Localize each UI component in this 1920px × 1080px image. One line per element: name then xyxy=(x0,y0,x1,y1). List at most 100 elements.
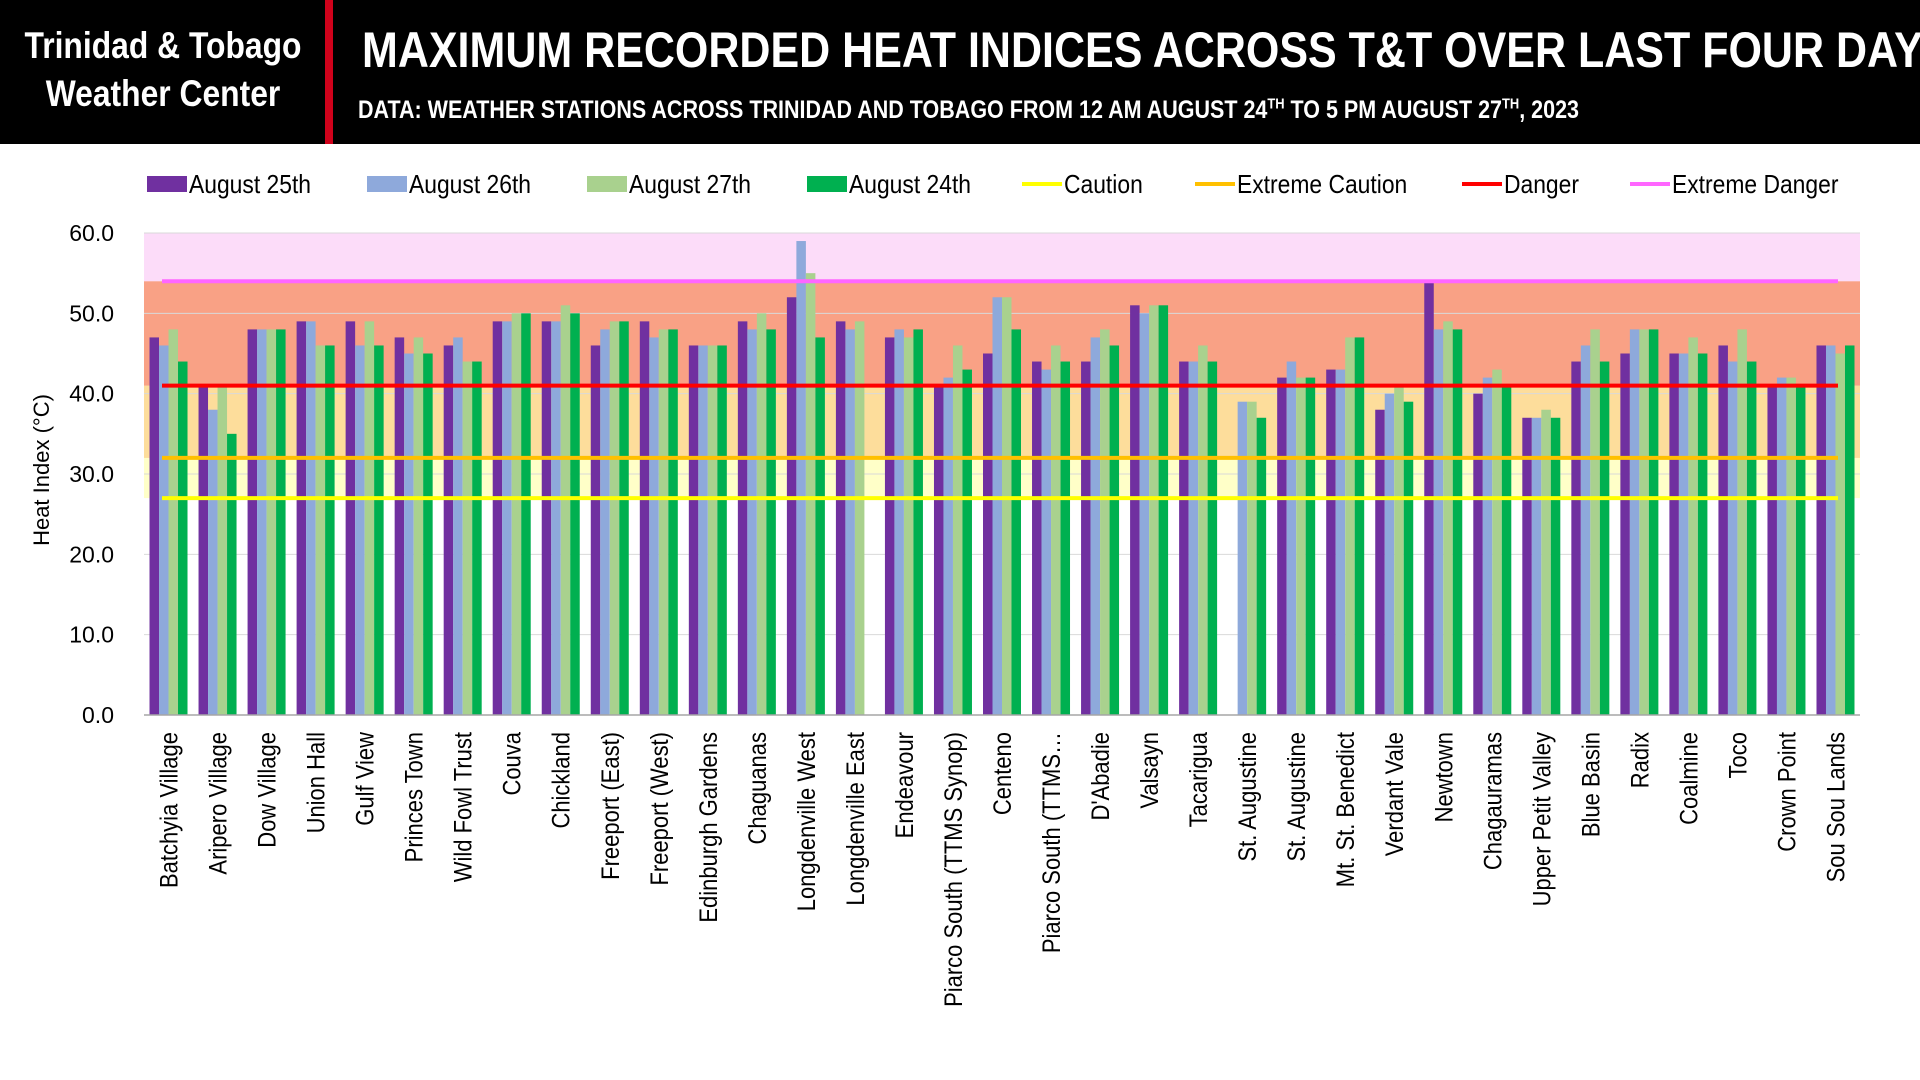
bar xyxy=(1032,361,1042,715)
header-divider xyxy=(325,0,333,144)
bar xyxy=(983,353,993,715)
bar xyxy=(247,329,258,715)
bar xyxy=(1011,329,1021,715)
bar xyxy=(1767,385,1777,715)
y-axis-label: Heat Index (°C) xyxy=(29,394,54,546)
bar xyxy=(570,313,580,715)
bar xyxy=(1433,329,1444,715)
x-tick-label: Princes Town xyxy=(400,732,428,862)
x-tick-label: Centeno xyxy=(989,732,1017,815)
bar xyxy=(1130,305,1140,715)
bar xyxy=(1501,385,1512,715)
bar xyxy=(1179,361,1189,715)
bar xyxy=(1326,369,1336,715)
bar xyxy=(1688,337,1698,715)
bar xyxy=(1081,361,1091,715)
x-tick-label: Sou Sou Lands xyxy=(1822,732,1850,882)
legend-label: August 24th xyxy=(849,171,971,200)
subtitle-superscript-2: TH xyxy=(1502,95,1520,113)
bar xyxy=(541,321,552,715)
bar xyxy=(668,329,678,715)
bar xyxy=(296,321,307,715)
x-tick-label: Longdenville East xyxy=(842,732,870,906)
bar xyxy=(1237,401,1248,715)
bar xyxy=(1375,409,1385,715)
bar xyxy=(1286,361,1297,715)
bar xyxy=(1727,361,1738,715)
chart-subtitle: DATA: WEATHER STATIONS ACROSS TRINIDAD A… xyxy=(358,93,1579,127)
bar-series xyxy=(149,241,1855,715)
x-tick-label: Piarco South (TTMS Synop) xyxy=(940,732,968,1007)
bar xyxy=(1041,369,1052,715)
x-tick-label: Batchyia Village xyxy=(155,732,183,888)
heat-index-chart: 0.0 10.0 20.0 30.0 40.0 50.0 60.0 Batchyia Vill… xyxy=(29,171,1860,1007)
bar xyxy=(1335,369,1346,715)
bar xyxy=(1207,361,1218,715)
bar xyxy=(1835,353,1845,715)
bar xyxy=(1541,409,1551,715)
bar xyxy=(952,345,963,715)
bar xyxy=(1844,345,1855,715)
bar xyxy=(1522,417,1532,715)
bar xyxy=(903,337,914,715)
x-tick-label: Freeport (East) xyxy=(597,732,625,880)
bar xyxy=(786,297,797,715)
bar xyxy=(1786,377,1796,715)
bar xyxy=(707,345,718,715)
bar xyxy=(1149,305,1159,715)
x-tick-label: Toco xyxy=(1724,732,1752,778)
bar xyxy=(472,361,482,715)
x-tick-label: Radix xyxy=(1626,732,1654,788)
bar xyxy=(1550,417,1561,715)
bar xyxy=(1825,345,1836,715)
bar xyxy=(159,345,169,715)
bar xyxy=(805,273,816,715)
x-tick-label: Chickland xyxy=(547,732,575,829)
subtitle-text-1: DATA: WEATHER STATIONS ACROSS TRINIDAD A… xyxy=(358,96,1268,124)
bar xyxy=(1776,377,1787,715)
bar xyxy=(227,433,237,715)
chart-legend: August 25th August 26th August 27th August … xyxy=(147,171,1838,200)
bar xyxy=(1620,353,1630,715)
header-bar: Trinidad & Tobago Weather Center MAXIMUM… xyxy=(0,0,1920,144)
bar xyxy=(1090,337,1101,715)
x-tick-label: Edinburgh Gardens xyxy=(695,732,723,923)
bar xyxy=(1599,361,1610,715)
bar xyxy=(453,337,463,715)
bar xyxy=(1629,329,1640,715)
bar xyxy=(1648,329,1659,715)
x-tick-label: Upper Petit Valley xyxy=(1528,732,1556,907)
bar xyxy=(1718,345,1728,715)
bar xyxy=(1473,393,1483,715)
bar xyxy=(394,337,405,715)
legend-label: Caution xyxy=(1064,171,1143,200)
bar xyxy=(208,409,218,715)
x-tick-label: Union Hall xyxy=(302,732,330,833)
x-tick-label: Wild Fowl Trust xyxy=(449,732,477,883)
x-tick-label: Valsayn xyxy=(1136,732,1164,809)
bar xyxy=(943,377,953,715)
bar xyxy=(688,345,699,715)
legend-swatch xyxy=(367,176,407,192)
y-tick-label: 30.0 xyxy=(69,461,114,487)
x-tick-label: Aripero Village xyxy=(204,732,232,875)
brand-logo-text: Trinidad & Tobago Weather Center xyxy=(23,22,303,118)
legend-label: Extreme Danger xyxy=(1672,171,1838,200)
bar xyxy=(1354,337,1365,715)
bar xyxy=(325,345,335,715)
bar xyxy=(560,305,571,715)
extreme-danger-band xyxy=(144,233,1860,282)
bar xyxy=(413,337,424,715)
x-tick-label: Chaguanas xyxy=(744,732,772,844)
bar xyxy=(845,329,855,715)
bar xyxy=(178,361,188,715)
bar xyxy=(1678,353,1689,715)
bar xyxy=(443,345,454,715)
bar xyxy=(1158,305,1169,715)
bar xyxy=(1060,361,1071,715)
bar xyxy=(698,345,708,715)
y-tick-label: 50.0 xyxy=(69,300,114,326)
bar xyxy=(345,321,356,715)
bar xyxy=(1669,353,1679,715)
legend-label: August 27th xyxy=(629,171,751,200)
